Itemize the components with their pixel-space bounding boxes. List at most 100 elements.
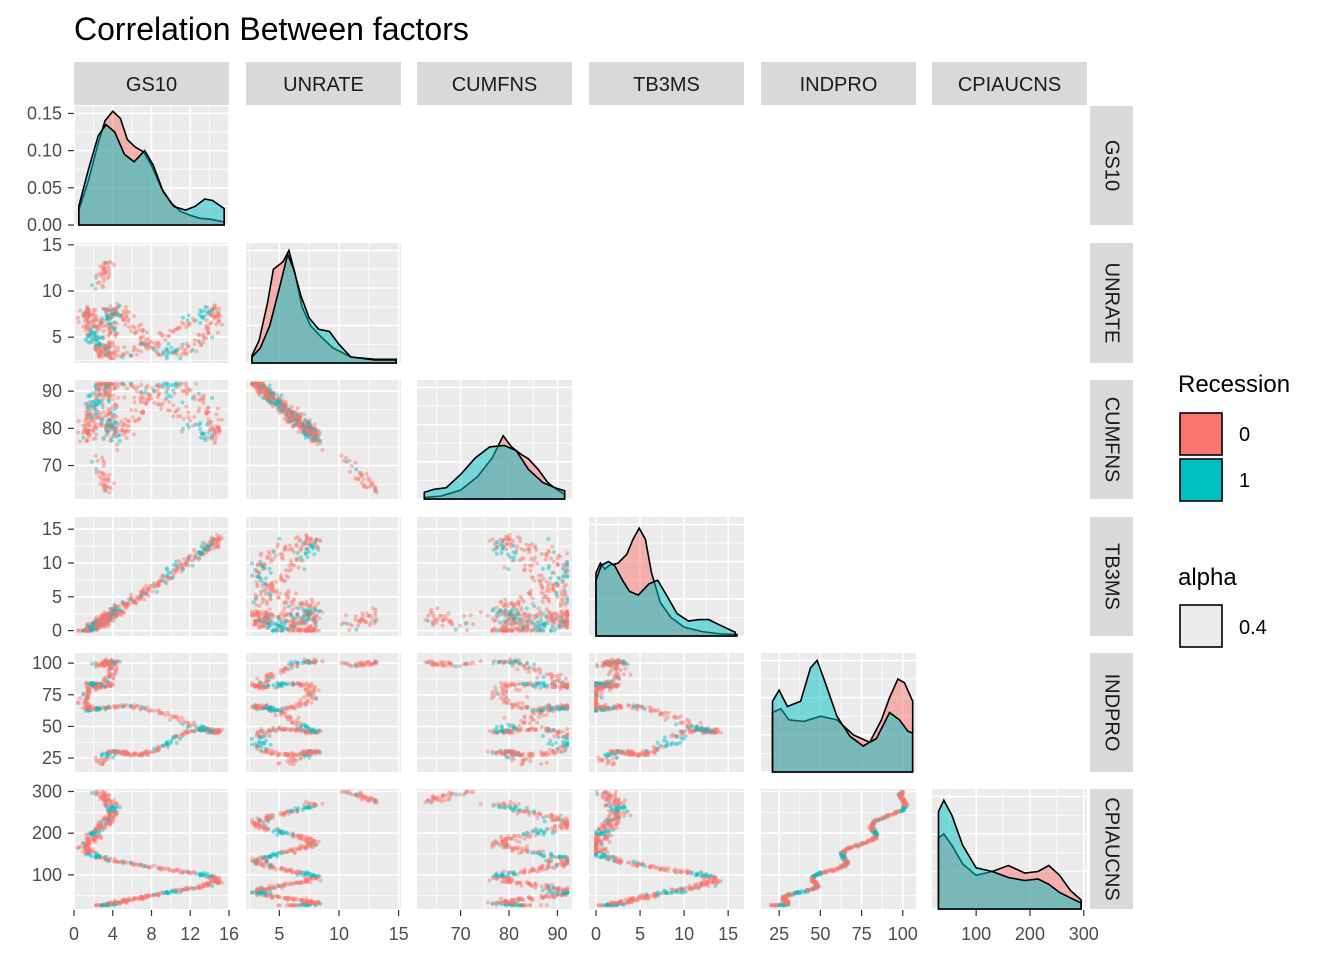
scatter-point (563, 676, 568, 681)
scatter-point (494, 546, 499, 551)
scatter-point (96, 399, 101, 404)
scatter-point (250, 737, 254, 741)
scatter-point (557, 707, 562, 712)
scatter-point (353, 476, 358, 481)
scatter-point (109, 438, 114, 443)
scatter-point (100, 324, 105, 329)
scatter-point (93, 402, 98, 407)
scatter-point (144, 330, 149, 335)
scatter-point (316, 749, 321, 754)
scatter-point (185, 389, 190, 394)
scatter-point (106, 412, 111, 417)
scatter-point (93, 424, 98, 429)
scatter-point (106, 314, 111, 319)
scatter-point (143, 389, 148, 394)
scatter-point (114, 403, 119, 408)
scatter-point (169, 350, 173, 355)
scatter-point (192, 397, 197, 402)
scatter-point (112, 706, 117, 711)
scatter-point (104, 422, 109, 427)
scatter-point (85, 414, 90, 419)
scatter-point (141, 586, 146, 591)
scatter-point (97, 345, 102, 350)
scatter-point (93, 453, 98, 458)
scatter-point (100, 416, 105, 421)
scatter-point (92, 424, 97, 429)
scatter-point (202, 547, 207, 552)
scatter-point (205, 543, 210, 548)
scatter-point (134, 329, 139, 334)
scatter-point (207, 436, 212, 441)
scatter-point (310, 611, 315, 616)
scatter-point (215, 406, 220, 411)
scatter-point (98, 351, 103, 356)
scatter-point (105, 413, 110, 418)
scatter-point (250, 381, 254, 386)
scatter-point (102, 388, 107, 393)
scatter-point (137, 417, 142, 422)
scatter-point (103, 383, 108, 388)
scatter-point (105, 381, 110, 386)
scatter-point (146, 393, 151, 398)
density-area-recession-1 (77, 123, 226, 226)
scatter-point (164, 346, 169, 351)
scatter-point (101, 266, 106, 271)
scatter-point (108, 351, 113, 356)
scatter-point (512, 602, 517, 606)
scatter-point (174, 563, 179, 568)
scatter-point (515, 667, 520, 672)
scatter-point (147, 396, 152, 401)
scatter-point (190, 558, 195, 563)
scatter-point (292, 597, 296, 602)
scatter-point (152, 708, 157, 713)
scatter-point (183, 351, 188, 356)
scatter-point (106, 424, 111, 429)
scatter-point (103, 323, 107, 328)
scatter-point (92, 323, 97, 328)
scatter-point (123, 305, 128, 309)
scatter-point (97, 353, 102, 358)
scatter-point (562, 587, 566, 592)
scatter-point (97, 401, 102, 406)
scatter-point (100, 283, 105, 288)
scatter-point (288, 611, 293, 616)
scatter-point (114, 312, 119, 316)
scatter-point (138, 398, 143, 403)
scatter-point (344, 613, 349, 618)
scatter-point (186, 387, 191, 392)
scatter-point (522, 720, 527, 725)
scatter-point (197, 333, 202, 338)
scatter-point (94, 338, 99, 343)
scatter-point (550, 728, 555, 732)
scatter-point (500, 725, 504, 730)
scatter-point (208, 311, 213, 316)
scatter-point (83, 314, 88, 319)
scatter-point (89, 407, 94, 412)
scatter-point (206, 309, 211, 314)
scatter-point (514, 607, 519, 612)
scatter-point (138, 336, 143, 341)
scatter-point (280, 622, 284, 627)
scatter-point (293, 422, 298, 427)
scatter-point (152, 348, 156, 353)
scatter-point (108, 304, 113, 309)
scatter-point (107, 308, 112, 313)
scatter-point (206, 410, 211, 415)
scatter-point (251, 622, 256, 627)
scatter-point (112, 426, 117, 431)
scatter-point (141, 409, 145, 414)
scatter-point (210, 437, 215, 441)
scatter-point (551, 559, 556, 564)
scatter-point (117, 313, 122, 317)
scatter-point (302, 700, 307, 705)
scatter-point (539, 725, 544, 730)
scatter-point (106, 422, 110, 427)
scatter-point (554, 740, 559, 745)
panel-indpro-gs10 (73, 653, 230, 772)
scatter-point (199, 551, 204, 556)
scatter-point (84, 308, 89, 313)
scatter-point (492, 658, 497, 663)
scatter-point (97, 271, 102, 276)
scatter-point (196, 391, 201, 396)
scatter-point (309, 597, 314, 602)
